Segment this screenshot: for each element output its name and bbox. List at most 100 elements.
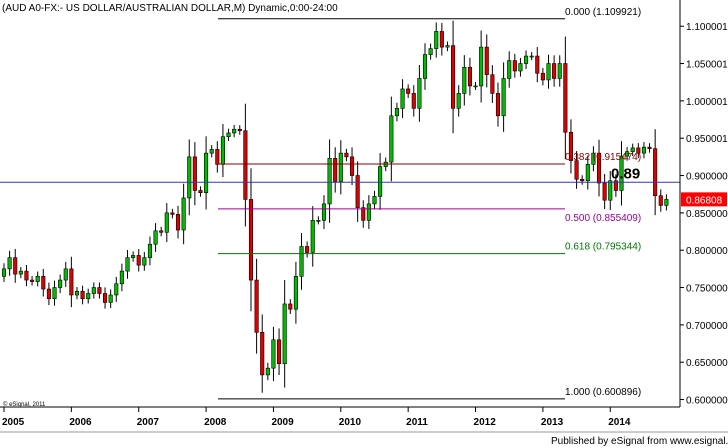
- candle-body: [114, 283, 119, 296]
- candle: [378, 153, 383, 210]
- candle: [394, 102, 399, 122]
- candle: [540, 67, 545, 86]
- candle-body: [389, 115, 394, 163]
- candle: [501, 62, 506, 132]
- x-axis: 2005 2006 2007 2008 2009 2010 2011 2012 2013 2014: [0, 406, 728, 433]
- current-price-label: 0.86808: [686, 195, 723, 206]
- candle: [316, 216, 321, 225]
- candle-body: [58, 279, 63, 288]
- candle: [198, 186, 203, 197]
- candle: [490, 65, 495, 103]
- candle-body: [198, 190, 203, 194]
- candle: [456, 85, 461, 117]
- candle: [636, 143, 641, 158]
- candle-body: [473, 85, 478, 88]
- candle-body: [546, 63, 551, 81]
- candle: [254, 258, 259, 354]
- candle-body: [349, 156, 355, 176]
- candle: [585, 155, 590, 190]
- candle-body: [563, 63, 568, 133]
- candle: [417, 65, 422, 122]
- candle-body: [462, 66, 467, 94]
- candle: [142, 252, 147, 271]
- candle: [338, 140, 343, 195]
- candle-body: [568, 131, 573, 161]
- candle: [563, 36, 568, 160]
- candle-body: [237, 128, 242, 132]
- y-tick-label: 0.950001: [686, 134, 728, 145]
- candle: [159, 226, 164, 237]
- candle: [602, 174, 607, 210]
- candle-body: [619, 155, 624, 191]
- candle: [147, 236, 152, 266]
- candle-body: [232, 128, 237, 134]
- candle: [630, 143, 635, 156]
- candle-body: [282, 303, 287, 364]
- fib-level-label: 0.382 (0.915474): [565, 152, 641, 163]
- candle-body: [490, 74, 495, 94]
- y-tick-label: 0.700000: [686, 321, 728, 332]
- candle-body: [327, 158, 332, 205]
- horizontal-line: 0.89: [0, 165, 680, 183]
- candle-body: [602, 182, 607, 201]
- candle: [74, 286, 80, 300]
- candle: [305, 241, 310, 258]
- candle-body: [574, 160, 579, 180]
- y-axis: 0.600000 0.650000 0.700000 0.750000 0.800000…: [679, 0, 728, 407]
- candle: [434, 22, 439, 58]
- candle: [608, 170, 613, 210]
- candle: [529, 52, 534, 61]
- candle: [361, 200, 366, 228]
- candle-body: [108, 294, 113, 303]
- candle: [473, 81, 478, 90]
- candle-body: [636, 147, 641, 154]
- candle: [91, 282, 96, 299]
- y-tick-label: 0.800000: [686, 246, 728, 257]
- candle-body: [394, 108, 399, 117]
- candle-body: [159, 230, 164, 233]
- candle-body: [13, 257, 18, 275]
- candle-body: [288, 303, 293, 310]
- candle-body: [400, 88, 405, 109]
- candle-body: [220, 136, 225, 165]
- candle-body: [175, 214, 181, 231]
- candle: [310, 206, 315, 267]
- candle: [260, 314, 265, 393]
- candle-body: [316, 220, 321, 222]
- candle: [653, 129, 658, 216]
- candle: [58, 274, 63, 294]
- candle: [406, 84, 411, 98]
- candle: [125, 249, 130, 279]
- candle-body: [254, 279, 259, 333]
- x-tick-label: 2012: [474, 417, 497, 428]
- candle: [580, 175, 585, 185]
- candle-body: [524, 55, 529, 64]
- candle: [114, 276, 119, 302]
- x-tick-label: 2008: [204, 417, 227, 428]
- candles: [1, 20, 669, 393]
- candle: [333, 147, 338, 193]
- candle: [619, 141, 624, 206]
- x-tick-label: 2011: [406, 417, 428, 428]
- candle-body: [608, 180, 613, 201]
- candle-body: [557, 63, 562, 79]
- candle: [647, 143, 652, 153]
- candle: [658, 189, 663, 212]
- candle: [164, 203, 169, 243]
- candle-body: [181, 197, 186, 231]
- candle: [7, 250, 12, 276]
- candle: [63, 261, 68, 287]
- candle-body: [86, 293, 91, 300]
- candle-body: [596, 152, 602, 184]
- candle-body: [456, 93, 461, 109]
- level-label: 0.89: [611, 165, 640, 182]
- candle-body: [277, 339, 282, 364]
- candle: [557, 55, 562, 87]
- candle: [462, 55, 467, 106]
- candle: [170, 208, 175, 219]
- candle-body: [495, 93, 501, 117]
- candle-body: [18, 270, 23, 275]
- x-tick-label: 2013: [541, 417, 564, 428]
